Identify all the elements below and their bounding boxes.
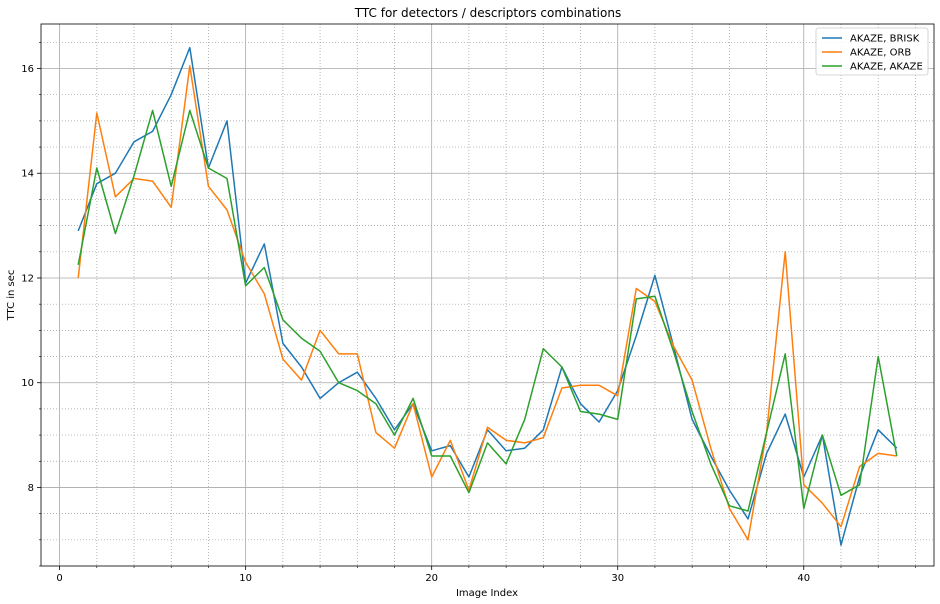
series-line-akaze-brisk: [77, 46, 898, 546]
series-line-akaze-orb: [77, 65, 897, 541]
legend: AKAZE, BRISK AKAZE, ORB AKAZE, AKAZE: [815, 27, 929, 76]
x-tick-label: 20: [425, 573, 438, 584]
axis-tick-labels: 0 10 20 30 40 8 10 12 14 16: [21, 64, 810, 584]
x-tick-label: 10: [239, 573, 252, 584]
x-tick-label: 0: [56, 573, 62, 584]
minor-grid: [41, 24, 934, 567]
y-tick-label: 12: [21, 273, 34, 284]
series-lines: [77, 46, 898, 546]
legend-entry-akaze-orb: AKAZE, ORB: [850, 48, 911, 59]
major-grid: [41, 24, 934, 566]
y-tick-label: 10: [21, 378, 34, 389]
axis-ticks: [37, 42, 916, 570]
chart-title: TTC for detectors / descriptors combinat…: [354, 6, 621, 20]
x-axis-label: Image Index: [456, 588, 518, 599]
y-tick-label: 14: [21, 169, 34, 180]
y-axis-label: TTC in sec: [6, 270, 17, 322]
plot-area-frame: [40, 23, 935, 567]
legend-box: [815, 27, 929, 76]
legend-entry-akaze-akaze: AKAZE, AKAZE: [850, 62, 923, 73]
legend-entry-akaze-brisk: AKAZE, BRISK: [850, 34, 920, 45]
y-tick-label: 8: [28, 483, 34, 494]
y-tick-label: 16: [21, 64, 34, 75]
series-line-akaze-akaze: [77, 109, 898, 512]
x-tick-label: 30: [611, 573, 624, 584]
x-tick-label: 40: [797, 573, 810, 584]
